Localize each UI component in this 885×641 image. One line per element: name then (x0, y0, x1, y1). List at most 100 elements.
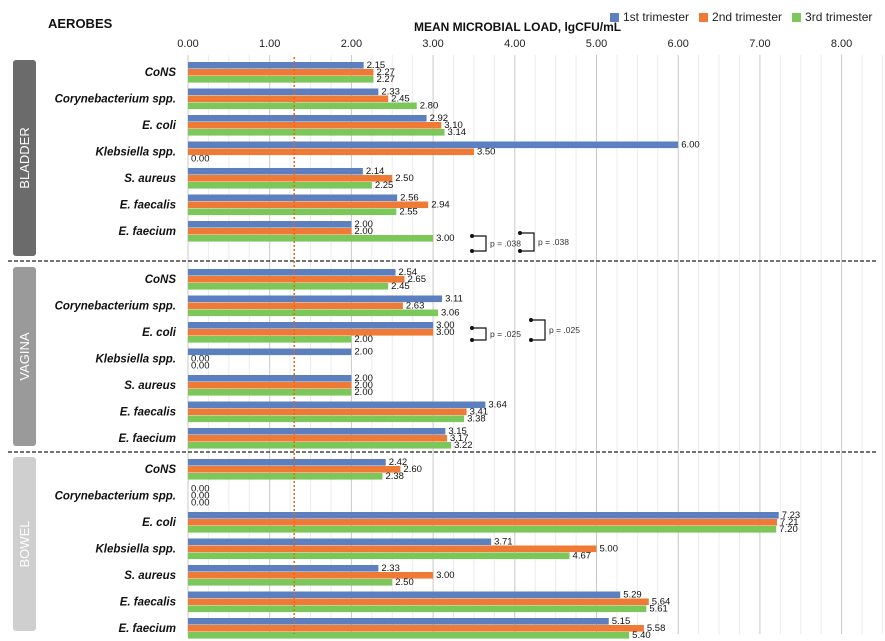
bar (188, 389, 352, 396)
bracket-bladder-a-dot (470, 234, 474, 238)
data-label: 3.17 (450, 433, 469, 444)
category-label: S. aureus (124, 380, 176, 392)
data-label: 2.00 (354, 347, 373, 358)
data-label: 2.92 (430, 113, 449, 124)
bar (188, 618, 609, 625)
bracket-vagina-b-dot (529, 318, 533, 322)
category-label: Klebsiella spp. (95, 354, 176, 366)
data-label: 0.00 (191, 154, 210, 165)
data-label: 0.00 (191, 354, 210, 365)
data-label: 3.11 (445, 294, 463, 305)
data-label: 3.22 (454, 440, 473, 451)
data-label: 5.15 (612, 616, 631, 627)
data-label: 3.71 (494, 537, 513, 548)
x-tick-label: 6.00 (667, 38, 688, 50)
bar (188, 605, 647, 613)
legend-item-3: 3rd trimester (792, 10, 872, 24)
data-label: 3.00 (436, 570, 455, 581)
p-value-label: p = .038 (490, 239, 521, 249)
data-label: 5.29 (623, 590, 642, 601)
data-label: 2.27 (376, 67, 395, 78)
x-axis-label: MEAN MICROBIAL LOAD, lgCFU/mL (414, 20, 622, 34)
data-label: 2.50 (395, 173, 414, 184)
bracket-vagina-b-line (531, 319, 546, 341)
bracket-bladder-a-line (472, 235, 487, 252)
group-label-box (13, 457, 36, 631)
bar (188, 69, 374, 76)
x-tick-label: 3.00 (422, 38, 443, 50)
legend: 1st trimester 2nd trimester 3rd trimeste… (610, 10, 872, 24)
bar (188, 348, 352, 356)
bar (188, 283, 389, 290)
data-label: 3.41 (470, 407, 489, 418)
data-label: 0.00 (191, 361, 210, 372)
group-label-box (13, 267, 36, 446)
category-label: E. faecium (118, 226, 176, 238)
category-label: CoNS (145, 464, 177, 476)
data-label: 2.50 (395, 577, 414, 588)
bar (188, 322, 434, 329)
data-label: 2.63 (406, 301, 425, 312)
bar (188, 182, 372, 189)
data-label: 5.61 (649, 604, 668, 615)
bar (188, 538, 492, 546)
data-label: 3.14 (448, 127, 467, 138)
data-label: 6.00 (681, 140, 700, 151)
bar (188, 95, 389, 103)
p-value-label: p = .038 (538, 237, 569, 247)
bar (188, 168, 363, 175)
category-label: CoNS (145, 274, 177, 286)
data-label: 5.58 (647, 623, 666, 634)
legend-item-2: 2nd trimester (699, 10, 782, 24)
data-label: 3.38 (467, 414, 486, 425)
bar (188, 625, 644, 632)
group-label: VAGINA (17, 332, 32, 380)
bar (188, 115, 427, 122)
bracket-vagina-b-dot (529, 338, 533, 342)
data-label: 2.56 (400, 193, 419, 204)
bar (188, 572, 434, 579)
bar (188, 269, 396, 276)
data-label: 2.45 (391, 94, 410, 105)
x-tick-label: 8.00 (831, 38, 852, 50)
x-tick-label: 4.00 (504, 38, 525, 50)
bar (188, 526, 777, 533)
bar (188, 408, 467, 416)
data-label: 5.00 (600, 544, 619, 555)
data-label: 2.33 (381, 87, 400, 98)
legend-label-2: 2nd trimester (712, 10, 783, 24)
x-tick-label: 0.00 (177, 38, 198, 50)
data-label: 2.55 (399, 207, 418, 218)
bar (188, 519, 778, 526)
data-label: 5.40 (632, 630, 651, 641)
bar (188, 302, 403, 310)
category-label: E. faecalis (120, 200, 176, 212)
legend-swatch-3 (792, 12, 802, 22)
bar (188, 545, 597, 553)
bar (188, 442, 452, 449)
category-label: Klebsiella spp. (95, 147, 176, 159)
data-label: 2.25 (375, 180, 394, 191)
data-label: 2.94 (431, 200, 450, 211)
data-label: 3.15 (448, 426, 467, 437)
group-label: BLADDER (17, 127, 32, 188)
category-label: CoNS (145, 67, 177, 79)
x-tick-label: 2.00 (341, 38, 362, 50)
data-label: 2.54 (399, 267, 418, 278)
p-value-label: p = .025 (490, 329, 521, 339)
data-label: 2.00 (354, 334, 373, 345)
bracket-bladder-a-dot (470, 249, 474, 253)
x-tick-label: 7.00 (749, 38, 770, 50)
data-label: 0.00 (191, 484, 210, 495)
x-tick-label: 5.00 (586, 38, 607, 50)
bar (188, 76, 374, 83)
data-label: 3.00 (436, 327, 455, 338)
data-label: 5.64 (652, 597, 671, 608)
data-label: 2.65 (408, 274, 427, 285)
bar (188, 208, 397, 216)
category-label: Corynebacterium spp. (55, 94, 176, 106)
group-label-box (13, 60, 36, 256)
category-label: E. faecalis (120, 407, 176, 419)
bar (188, 148, 474, 156)
bar (188, 221, 352, 228)
